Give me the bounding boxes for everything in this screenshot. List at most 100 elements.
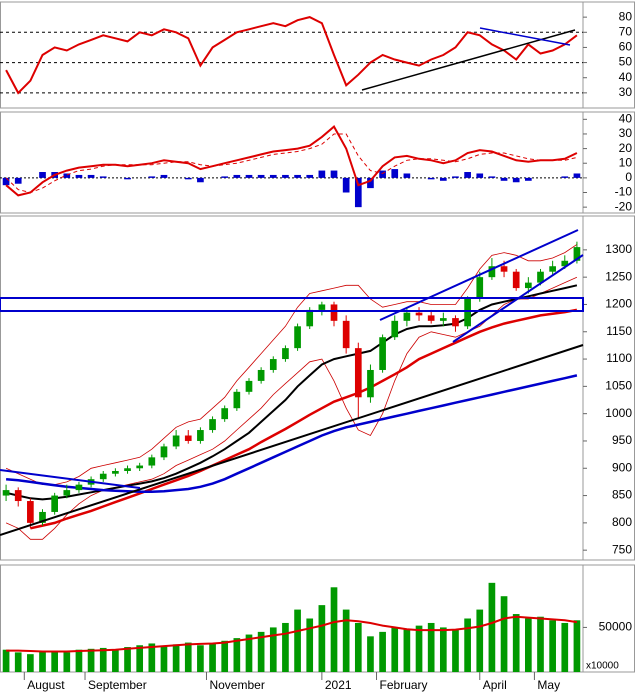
candle-body [2, 490, 10, 496]
histogram-bar [354, 177, 362, 208]
candle-body [233, 391, 241, 409]
x-tick-label: November [209, 678, 264, 692]
volume-bar [160, 646, 168, 672]
candle-body [27, 501, 34, 523]
volume-bar [512, 614, 520, 672]
histogram-bar [452, 176, 459, 178]
candle-body [512, 271, 520, 289]
histogram-bar [160, 174, 168, 178]
histogram-bar [184, 177, 192, 180]
series-line [5, 133, 578, 194]
y-tick-label: 40 [619, 70, 633, 84]
volume-bar [184, 642, 192, 672]
volume-bar [294, 609, 301, 672]
volume-bar [124, 647, 131, 672]
histogram-bar [476, 173, 484, 178]
candle-body [391, 320, 399, 338]
histogram-bar [2, 177, 10, 186]
candle-body [330, 304, 338, 321]
y-tick-label: 1300 [605, 242, 632, 256]
candle-body [403, 312, 411, 321]
y-tick-label: 750 [612, 542, 632, 556]
x-tick-label: February [380, 678, 428, 692]
volume-bar [14, 652, 22, 672]
y-tick-label: 1200 [605, 297, 632, 311]
histogram-bar [75, 174, 83, 178]
x-tick-label: 2021 [325, 678, 352, 692]
volume-bar [561, 622, 569, 672]
candle-body [549, 266, 556, 272]
histogram-bar [330, 170, 338, 178]
y-tick-label: 30 [619, 126, 633, 140]
volume-bar [439, 627, 447, 672]
histogram-bar [488, 176, 496, 178]
candle-body [464, 298, 471, 327]
histogram-bar [367, 177, 374, 189]
candle-body [537, 271, 544, 283]
y-tick-label: 20 [619, 141, 633, 155]
histogram-bar [439, 177, 447, 181]
candle-body [257, 369, 265, 381]
volume-bar [573, 620, 581, 672]
histogram-bar [124, 177, 131, 180]
candle-body [124, 468, 131, 471]
candle-body [379, 337, 386, 370]
y-tick-label: 60 [619, 40, 633, 54]
candle-body [415, 312, 423, 316]
candle-body [209, 419, 216, 431]
candle-body [39, 511, 46, 523]
candle-body [318, 304, 326, 310]
candle-body [63, 490, 71, 496]
price-trendline [0, 344, 584, 536]
histogram-bar [391, 169, 399, 178]
candle-body [342, 320, 350, 349]
y-tick-label: 10 [619, 155, 633, 169]
y-tick-label: 30 [619, 85, 633, 99]
volume-bar [525, 618, 532, 672]
y-tick-label: 70 [619, 24, 633, 38]
histogram-bar [282, 174, 289, 178]
y-tick-label: 50 [619, 55, 633, 69]
candle-body [245, 380, 253, 392]
y-tick-label: 1250 [605, 269, 632, 283]
candle-body [148, 457, 156, 466]
histogram-bar [197, 177, 204, 183]
candle-body [51, 495, 58, 512]
x-tick-label: May [537, 678, 560, 692]
histogram-bar [148, 176, 156, 178]
y-tick-label: 1050 [605, 379, 632, 393]
volume-bar [488, 582, 496, 672]
volume-bar [197, 645, 204, 672]
y-tick-label: 80 [619, 9, 633, 23]
volume-bar [269, 627, 277, 672]
candle-body [306, 309, 314, 327]
histogram-bar [403, 173, 411, 178]
candle-body [354, 348, 362, 398]
volume-bar [39, 651, 46, 672]
candle-body [367, 369, 374, 398]
volume-bar [112, 649, 119, 672]
volume-bar [63, 652, 71, 672]
histogram-bar [561, 176, 569, 178]
candle-body [197, 430, 204, 441]
histogram-bar [39, 172, 46, 178]
volume-bar [2, 649, 10, 672]
histogram-bar [99, 176, 107, 178]
y-tick-label: 950 [612, 433, 632, 447]
panel-frame [0, 1, 635, 109]
histogram-bar [269, 174, 277, 178]
histogram-bar [318, 170, 326, 178]
volume-bar [452, 629, 459, 672]
rsi-trendline [479, 27, 571, 46]
y-tick-label: 1000 [605, 406, 632, 420]
volume-bar [221, 640, 229, 672]
histogram-bar [14, 177, 22, 184]
volume-bar [500, 596, 508, 672]
candle-body [439, 318, 447, 321]
volume-bar [51, 650, 58, 672]
series-line [5, 125, 578, 197]
volume-bar [464, 618, 471, 672]
volume-bar [476, 609, 484, 672]
volume-bar [245, 634, 253, 672]
y-tick-label: 1150 [606, 324, 632, 338]
